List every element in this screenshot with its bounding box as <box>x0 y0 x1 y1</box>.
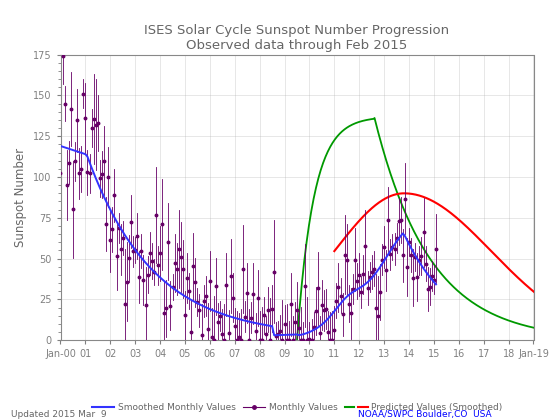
Text: Updated 2015 Mar  9: Updated 2015 Mar 9 <box>11 410 107 419</box>
Title: ISES Solar Cycle Sunspot Number Progression
Observed data through Feb 2015: ISES Solar Cycle Sunspot Number Progress… <box>145 24 449 52</box>
Legend: Smoothed Monthly Values, Monthly Values, Predicted Values (Smoothed): Smoothed Monthly Values, Monthly Values,… <box>88 399 506 416</box>
Text: NOAA/SWPC Boulder,CO  USA: NOAA/SWPC Boulder,CO USA <box>358 410 491 419</box>
Y-axis label: Sunspot Number: Sunspot Number <box>14 148 28 247</box>
